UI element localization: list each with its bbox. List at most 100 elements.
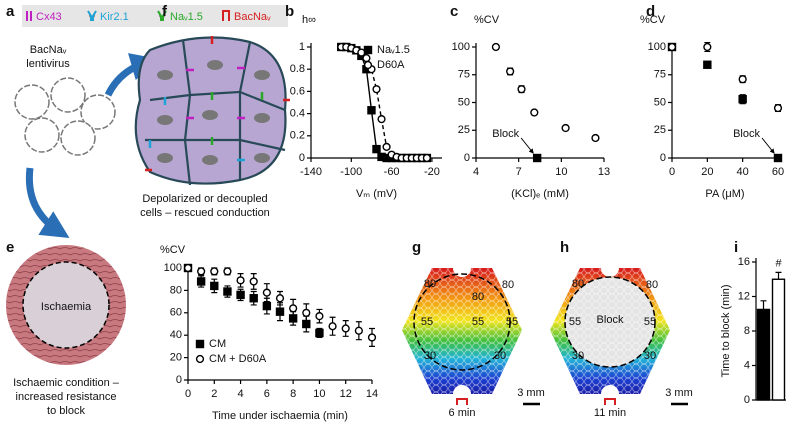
point xyxy=(197,267,206,276)
panel-label: b xyxy=(285,3,294,20)
point xyxy=(354,326,363,335)
legend-marker xyxy=(363,45,373,55)
point xyxy=(382,142,391,152)
ischaemic-zone xyxy=(564,276,656,368)
point xyxy=(328,322,337,331)
caption: cells – rescued conduction xyxy=(140,207,270,219)
virus-label: lentivirus xyxy=(26,58,70,70)
annotation: Block xyxy=(492,128,519,140)
legend-label: D60A xyxy=(377,59,405,71)
x-tick-label: 60 xyxy=(772,166,784,178)
panel-label: d xyxy=(646,3,655,20)
point xyxy=(341,324,350,333)
x-tick-label: 14 xyxy=(366,388,378,400)
x-axis-label: (KCl)ₑ (mM) xyxy=(511,188,569,200)
legend-marker xyxy=(195,354,205,364)
y-tick-label: 0.6 xyxy=(290,85,305,97)
x-tick-label: 7 xyxy=(516,166,522,178)
notch xyxy=(601,259,619,277)
contour-label: 80 xyxy=(572,278,584,290)
point xyxy=(773,153,783,163)
caption: Ischaemic condition – xyxy=(13,377,120,389)
point xyxy=(262,288,271,297)
x-tick-label: 4 xyxy=(473,166,479,178)
point xyxy=(357,48,366,57)
scale-label: 3 mm xyxy=(665,387,693,399)
y-tick-label: 0.2 xyxy=(290,130,305,142)
y-tick-label: 16 xyxy=(738,256,750,268)
charts: b 0 0.2 0.4 0.6 0.8 1 -140 -100 -60 -20 Vₘ (mV) h∞ Na… xyxy=(160,3,786,422)
contour-label: 30 xyxy=(494,350,506,362)
y-tick-label: 40 xyxy=(170,329,182,341)
y-tick-label: 60 xyxy=(170,307,182,319)
legend-label: Naᵥ1.5 xyxy=(377,44,410,56)
panel-h: h 80 80 55 55 30 30 Block 11 min 3 mm xyxy=(550,239,693,419)
point xyxy=(422,153,431,163)
y-tick-label: 4 xyxy=(744,359,750,371)
y-tick-label: 0 xyxy=(464,152,470,164)
legend-text: Cx43 xyxy=(36,11,62,23)
y-tick-label: 0 xyxy=(660,152,666,164)
caption: increased resistance xyxy=(16,391,117,403)
ischaemic-zone xyxy=(22,261,110,349)
legend-label: CM xyxy=(209,338,226,350)
y-tick-label: 100 xyxy=(452,41,470,53)
panel-e: e Ischaemia Ischaemic condition – increa… xyxy=(6,239,126,417)
point xyxy=(667,42,677,52)
legend-text: Kir2.1 xyxy=(100,11,129,23)
annotation: Block xyxy=(733,128,760,140)
panel-label: g xyxy=(412,239,421,256)
ischaemic-zone xyxy=(413,273,511,371)
viruses xyxy=(14,77,116,156)
x-tick-label: 10 xyxy=(555,166,567,178)
y-tick-label: 0 xyxy=(176,374,182,386)
annotation-arrow xyxy=(761,137,775,154)
scale-label: 3 mm xyxy=(517,387,545,399)
contour-label: 30 xyxy=(424,350,436,362)
x-axis-label: PA (μM) xyxy=(705,188,744,200)
point xyxy=(506,67,515,76)
point xyxy=(377,115,386,124)
annotation: # xyxy=(775,257,782,269)
panel-label: i xyxy=(734,239,738,256)
y-tick-label: 100 xyxy=(648,41,666,53)
y-axis-label: %CV xyxy=(474,14,500,26)
legend-text: BacNaᵥ xyxy=(234,11,271,23)
x-tick-label: 13 xyxy=(598,166,610,178)
point xyxy=(236,276,245,285)
contour-label: 80 xyxy=(472,291,484,303)
y-axis-label: h∞ xyxy=(302,14,316,26)
panel-label: e xyxy=(6,239,14,256)
point xyxy=(302,308,311,317)
panel-g: g 80 80 80 55 55 55 30 30 6 min 3 mm xyxy=(402,239,545,419)
contour-label: 55 xyxy=(506,316,518,328)
point xyxy=(183,263,193,273)
panel-label: h xyxy=(560,239,569,256)
legend-bar xyxy=(22,5,288,27)
y-tick-label: 0 xyxy=(744,394,750,406)
y-tick-label: 25 xyxy=(458,124,470,136)
x-axis-label: Time under ischaemia (min) xyxy=(212,410,348,422)
panel-label: a xyxy=(6,3,15,20)
point xyxy=(249,277,258,286)
point xyxy=(236,290,245,300)
cell-grid xyxy=(550,268,670,394)
panel-a: a Cx43 Kir2.1 Naᵥ1.5 BacNaᵥ BacNaᵥ lenti… xyxy=(6,3,290,238)
x-tick-label: 8 xyxy=(290,388,296,400)
contour-label: 55 xyxy=(569,316,581,328)
y-axis-label: Time to block (min) xyxy=(720,284,732,377)
contour-label: 80 xyxy=(646,279,658,291)
virus-label: BacNaᵥ xyxy=(30,44,67,56)
x-tick-label: -140 xyxy=(300,166,322,178)
point xyxy=(703,60,712,69)
x-tick-label: 0 xyxy=(669,166,675,178)
bar xyxy=(756,308,771,401)
electrode xyxy=(456,398,468,405)
point xyxy=(262,301,272,311)
center-label: Block xyxy=(597,314,624,326)
y-axis-label: %CV xyxy=(160,244,186,256)
x-tick-label: 40 xyxy=(737,166,749,178)
point xyxy=(315,312,324,321)
panel-label: c xyxy=(450,3,458,20)
legend-text: Naᵥ1.5 xyxy=(170,11,203,23)
